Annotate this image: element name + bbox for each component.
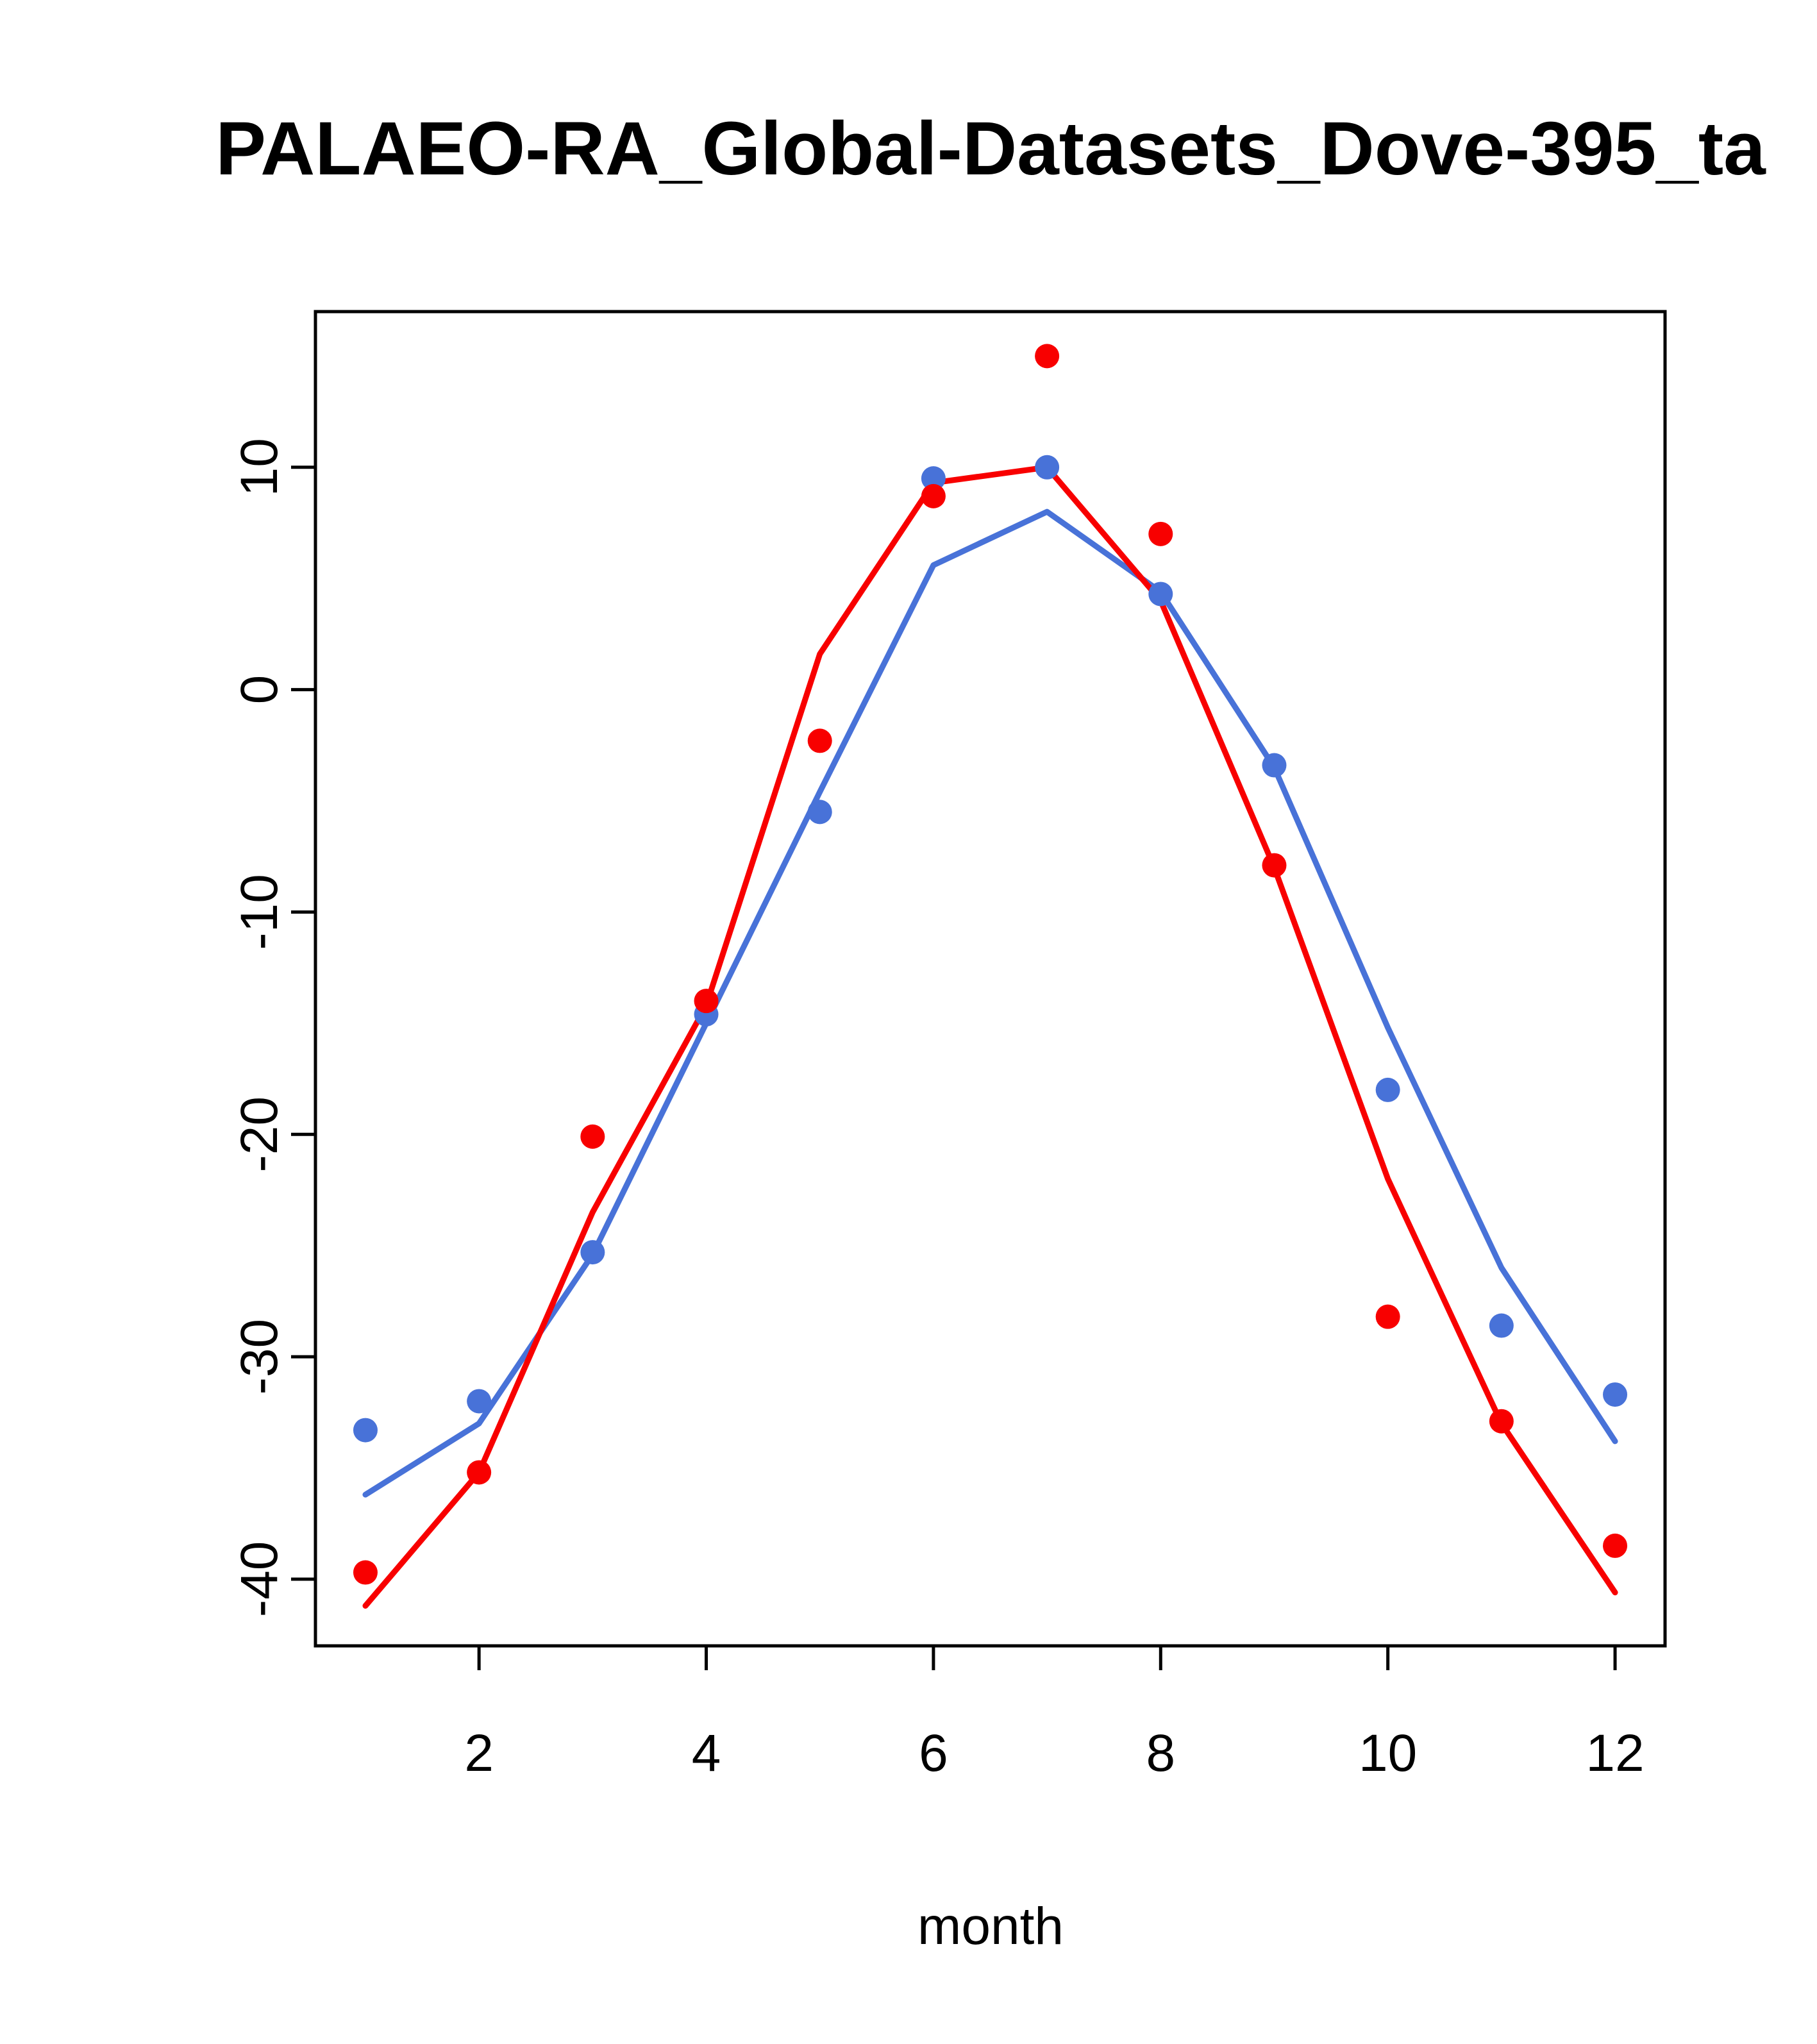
red-points-marker xyxy=(1262,853,1287,878)
red-points-marker xyxy=(807,728,832,753)
red-points-marker xyxy=(353,1560,378,1585)
y-tick-label: -10 xyxy=(230,874,289,950)
blue-points-marker xyxy=(467,1389,492,1414)
x-tick-label: 2 xyxy=(464,1724,494,1782)
blue-points-marker xyxy=(353,1418,378,1443)
y-tick-label: 0 xyxy=(230,675,289,705)
red-line xyxy=(362,464,1618,1609)
y-tick-label: 10 xyxy=(230,438,289,496)
red-points-marker xyxy=(467,1460,492,1485)
y-tick-label: -40 xyxy=(230,1541,289,1618)
y-tick-label: -30 xyxy=(230,1319,289,1395)
x-tick-label: 8 xyxy=(1146,1724,1175,1782)
red-points-marker xyxy=(1603,1533,1628,1558)
blue-points-marker xyxy=(1375,1077,1400,1102)
y-tick-label: -20 xyxy=(230,1096,289,1173)
red-points-marker xyxy=(1375,1304,1400,1329)
red-points-marker xyxy=(1148,521,1173,546)
blue-points-marker xyxy=(1262,753,1287,778)
chart-title: PALAEO-RA_Global-Datasets_Dove-395_ta xyxy=(215,106,1766,191)
plot-box xyxy=(314,310,1667,1648)
x-tick-label: 6 xyxy=(919,1724,948,1782)
red-points-marker xyxy=(921,483,946,508)
blue-line xyxy=(362,508,1618,1498)
x-tick-label: 4 xyxy=(692,1724,721,1782)
x-tick-label: 12 xyxy=(1586,1724,1644,1782)
red-points-marker xyxy=(694,989,719,1014)
blue-points-marker xyxy=(921,466,946,491)
x-tick-label: 10 xyxy=(1359,1724,1417,1782)
blue-points-marker xyxy=(1489,1313,1514,1338)
blue-points-marker xyxy=(1603,1382,1628,1407)
red-points-marker xyxy=(1489,1409,1514,1434)
x-axis-label: month xyxy=(917,1897,1064,1956)
blue-points-marker xyxy=(1148,582,1173,607)
blue-points-marker xyxy=(1035,455,1060,480)
red-points-marker xyxy=(1035,344,1060,369)
red-points-marker xyxy=(580,1124,605,1149)
plot-dynamic-layer: 2 4 6 8 10 12 10 0 -10 -20 -30 -40 xyxy=(230,344,1645,1782)
blue-points-marker xyxy=(807,800,832,825)
blue-points-marker xyxy=(580,1240,605,1265)
